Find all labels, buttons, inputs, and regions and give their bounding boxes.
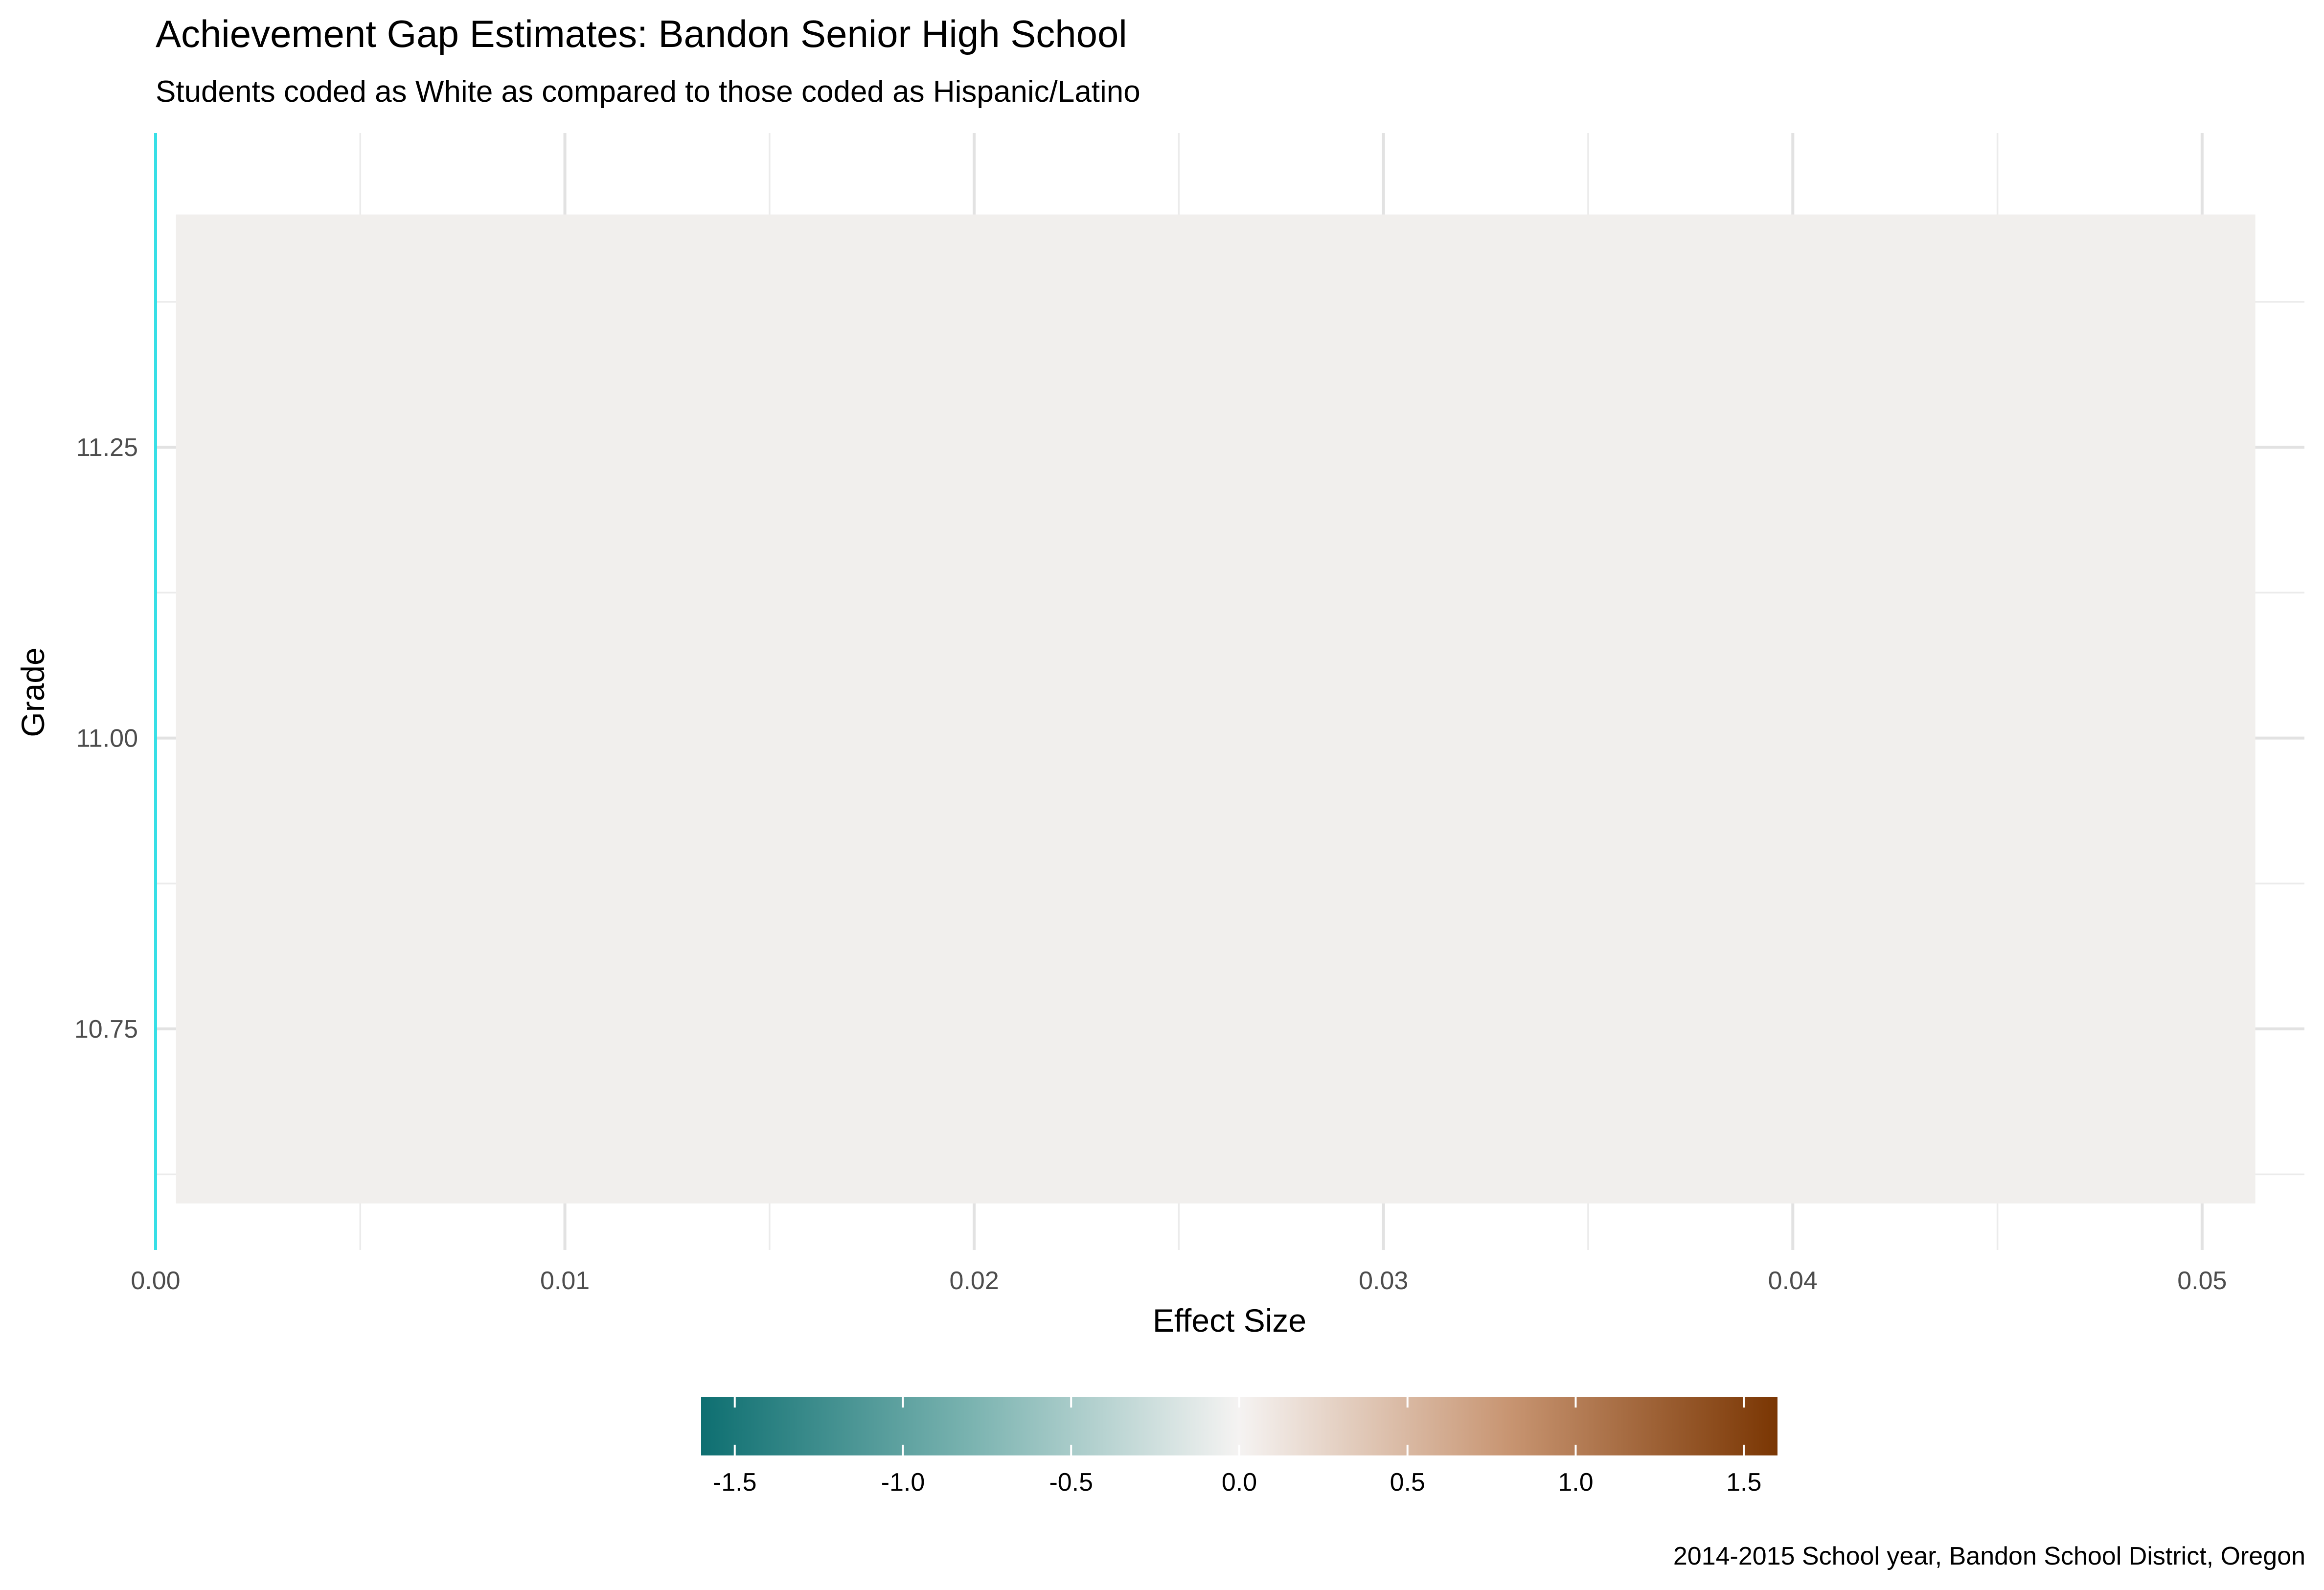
legend-tick-label: 0.0: [1222, 1468, 1257, 1497]
x-tick-label: 0.00: [131, 1267, 180, 1295]
x-tick-label: 0.01: [540, 1267, 590, 1295]
x-tick-label: 0.04: [1768, 1267, 1818, 1295]
legend-tick-label: 1.5: [1726, 1468, 1761, 1497]
y-tick-label: 11.25: [76, 433, 138, 462]
x-tick-label: 0.03: [1359, 1267, 1408, 1295]
legend-ticks: -1.5 -1.0 -0.5 0.0 0.5 1.0 1.5: [713, 1397, 1761, 1497]
legend-tick-label: -0.5: [1049, 1468, 1093, 1497]
legend-tick-label: -1.0: [881, 1468, 925, 1497]
x-tick-label: 0.02: [950, 1267, 999, 1295]
chart-subtitle: Students coded as White as compared to t…: [156, 75, 1140, 109]
y-tick-label: 10.75: [74, 1015, 138, 1044]
legend-tick-label: 1.0: [1558, 1468, 1593, 1497]
y-axis-ticks: 10.75 11.00 11.25: [74, 433, 138, 1044]
legend-tick-label: -1.5: [713, 1468, 757, 1497]
heatmap-tile: [176, 214, 2256, 1204]
chart-title: Achievement Gap Estimates: Bandon Senior…: [156, 12, 1127, 55]
color-legend: -1.5 -1.0 -0.5 0.0 0.5 1.0 1.5: [701, 1397, 1777, 1497]
legend-tick-label: 0.5: [1390, 1468, 1425, 1497]
y-axis-title: Grade: [15, 647, 51, 737]
x-axis-title: Effect Size: [1153, 1302, 1306, 1339]
chart-caption: 2014-2015 School year, Bandon School Dis…: [1673, 1542, 2305, 1570]
x-tick-label: 0.05: [2177, 1267, 2227, 1295]
heatmap-tiles: [176, 214, 2256, 1204]
y-tick-label: 11.00: [76, 725, 138, 753]
x-axis-ticks: 0.00 0.01 0.02 0.03 0.04 0.05: [131, 1267, 2227, 1295]
